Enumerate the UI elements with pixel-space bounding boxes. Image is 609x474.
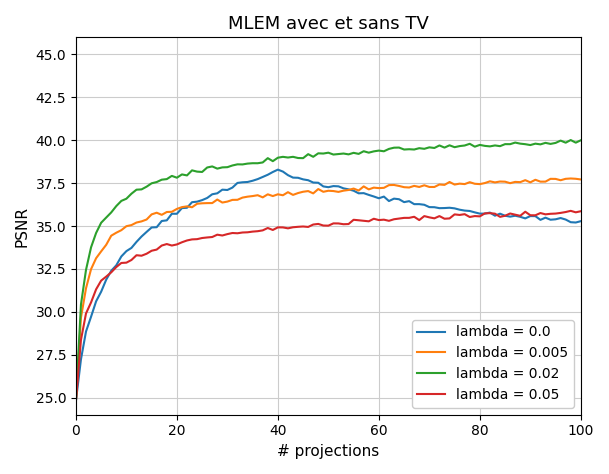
lambda = 0.02 bbox=[567, 137, 574, 143]
lambda = 0.05 bbox=[451, 211, 458, 217]
lambda = 0.02 bbox=[577, 137, 585, 143]
lambda = 0.0 bbox=[274, 167, 281, 173]
Y-axis label: PSNR: PSNR bbox=[15, 206, 30, 246]
lambda = 0.05 bbox=[108, 270, 115, 275]
lambda = 0.02 bbox=[304, 151, 312, 157]
lambda = 0.05 bbox=[567, 208, 574, 214]
lambda = 0.005 bbox=[426, 184, 433, 190]
lambda = 0.02 bbox=[426, 145, 433, 150]
lambda = 0.0 bbox=[199, 197, 206, 203]
lambda = 0.05 bbox=[304, 224, 312, 230]
Line: lambda = 0.0: lambda = 0.0 bbox=[76, 170, 581, 401]
Line: lambda = 0.02: lambda = 0.02 bbox=[76, 140, 581, 401]
lambda = 0.0 bbox=[108, 268, 115, 273]
Legend: lambda = 0.0, lambda = 0.005, lambda = 0.02, lambda = 0.05: lambda = 0.0, lambda = 0.005, lambda = 0… bbox=[412, 320, 574, 408]
Line: lambda = 0.005: lambda = 0.005 bbox=[76, 179, 581, 401]
lambda = 0.05 bbox=[375, 217, 382, 223]
lambda = 0.0 bbox=[456, 207, 463, 212]
lambda = 0.005 bbox=[567, 176, 574, 182]
lambda = 0.05 bbox=[199, 235, 206, 241]
lambda = 0.02 bbox=[375, 148, 382, 154]
lambda = 0.02 bbox=[451, 145, 458, 150]
lambda = 0.05 bbox=[72, 398, 80, 404]
Line: lambda = 0.05: lambda = 0.05 bbox=[76, 211, 581, 401]
lambda = 0.02 bbox=[108, 210, 115, 215]
lambda = 0.005 bbox=[304, 188, 312, 194]
lambda = 0.0 bbox=[431, 204, 438, 210]
lambda = 0.005 bbox=[199, 201, 206, 206]
lambda = 0.05 bbox=[577, 209, 585, 214]
lambda = 0.05 bbox=[426, 215, 433, 220]
lambda = 0.005 bbox=[451, 182, 458, 187]
X-axis label: # projections: # projections bbox=[277, 444, 379, 459]
lambda = 0.0 bbox=[577, 219, 585, 224]
lambda = 0.0 bbox=[72, 398, 80, 404]
lambda = 0.0 bbox=[309, 180, 317, 185]
Title: MLEM avec et sans TV: MLEM avec et sans TV bbox=[228, 15, 429, 33]
lambda = 0.02 bbox=[72, 398, 80, 404]
lambda = 0.005 bbox=[577, 177, 585, 182]
lambda = 0.005 bbox=[375, 185, 382, 191]
lambda = 0.0 bbox=[380, 194, 387, 200]
lambda = 0.005 bbox=[72, 398, 80, 404]
lambda = 0.02 bbox=[199, 169, 206, 175]
lambda = 0.005 bbox=[108, 233, 115, 238]
